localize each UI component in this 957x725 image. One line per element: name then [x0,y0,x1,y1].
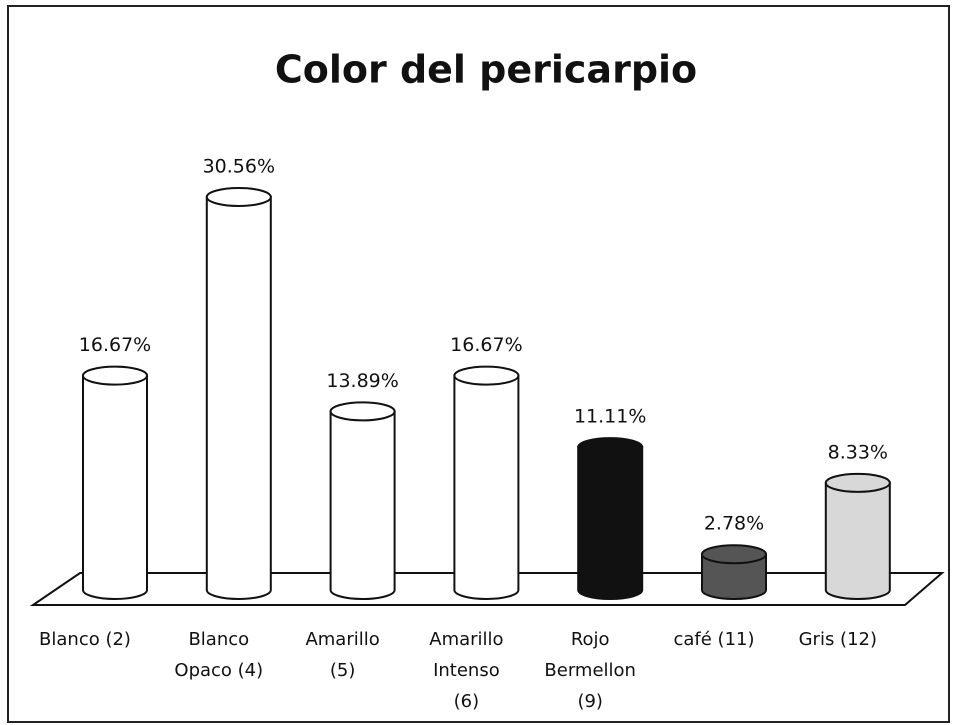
cylinder-body [205,195,272,600]
cylinder-top [824,472,891,493]
x-tick-label: Blanco [188,629,249,650]
cylinder-top [701,544,767,565]
x-tick-label: Gris (12) [799,629,877,650]
x-tick-label: Amarillo [429,629,503,650]
cylinder-top [329,401,396,422]
x-tick-label: Amarillo [305,629,379,650]
value-label: 13.89% [326,370,398,392]
cylinder-body [453,374,520,600]
x-tick-label: Blanco (2) [39,629,131,650]
x-tick-label: (5) [330,660,356,681]
value-label: 16.67% [450,334,522,356]
value-label: 2.78% [704,513,764,535]
cylinder-body [824,481,891,600]
x-tick-label: Opaco (4) [174,660,263,681]
x-tick-label: (9) [577,691,603,712]
x-tick-label: café (11) [673,629,754,650]
cylinder-top [205,186,272,207]
x-tick-label: Bermellon [544,660,636,681]
x-tick-label: Intenso [433,660,500,681]
chart-title: Color del pericarpio [275,48,697,92]
cylinder-top [453,365,520,386]
cylinder-body [577,446,644,600]
cylinder-top [577,437,644,458]
chart-border [7,5,950,723]
cylinder-body [329,410,396,600]
x-tick-label: Rojo [571,629,610,650]
x-tick-label: (6) [454,691,480,712]
cylinder-body [82,374,148,600]
value-label: 16.67% [79,334,151,356]
value-label: 8.33% [828,441,888,463]
value-label: 11.11% [574,406,646,428]
cylinder-body [701,553,767,600]
value-label: 30.56% [203,155,275,177]
cylinder-top [82,365,148,386]
